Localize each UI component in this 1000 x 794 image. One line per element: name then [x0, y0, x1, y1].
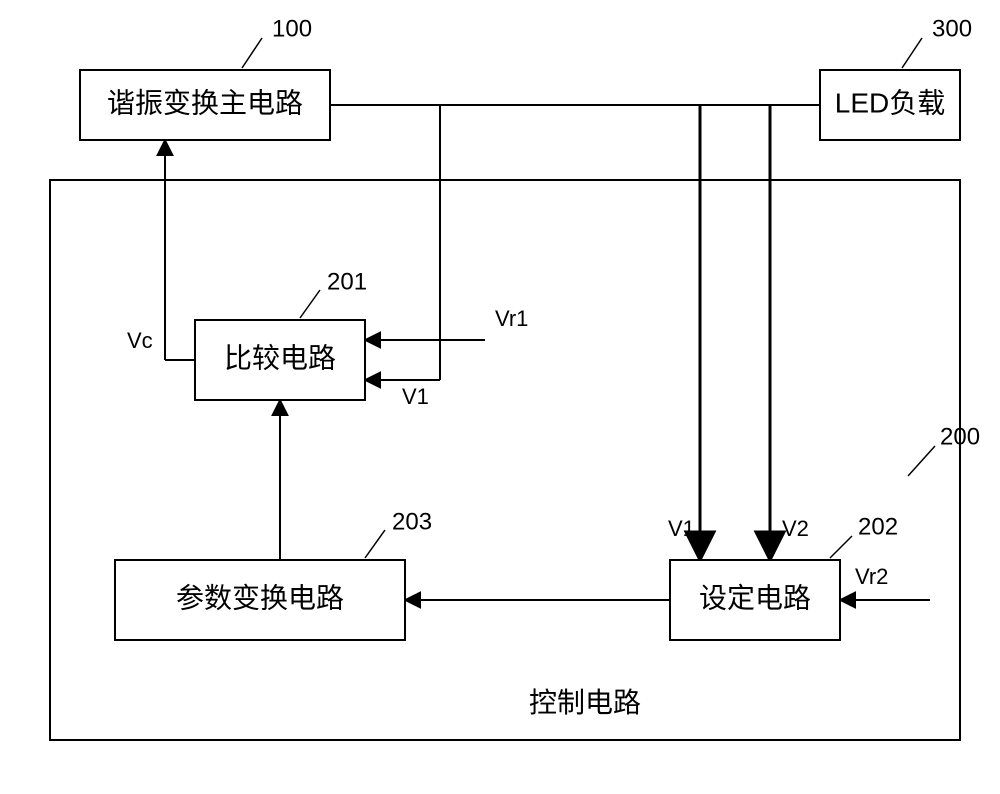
node-label-led: LED负载	[835, 87, 945, 118]
signal-Vr1: Vr1	[495, 306, 528, 331]
ref-label-led: 300	[932, 15, 972, 42]
ref-leader-resonant	[242, 38, 262, 68]
control-container	[50, 180, 960, 740]
signal-V2: V2	[782, 516, 809, 541]
ref-label-compare: 201	[327, 268, 367, 295]
node-label-param: 参数变换电路	[176, 582, 344, 613]
node-label-setting: 设定电路	[699, 582, 811, 613]
signal-V1b: V1	[668, 516, 695, 541]
ref-label-resonant: 100	[272, 15, 312, 42]
ref-leader-led	[902, 38, 922, 68]
ref-label-setting: 202	[858, 513, 898, 540]
signal-Vc: Vc	[127, 328, 153, 353]
node-label-compare: 比较电路	[224, 342, 336, 373]
signal-Vr2: Vr2	[855, 564, 888, 589]
signal-V1: V1	[402, 384, 429, 409]
node-label-resonant: 谐振变换主电路	[107, 87, 303, 118]
control-label: 控制电路	[529, 687, 641, 718]
ref-label-control: 200	[940, 423, 980, 450]
ref-label-param: 203	[392, 508, 432, 535]
